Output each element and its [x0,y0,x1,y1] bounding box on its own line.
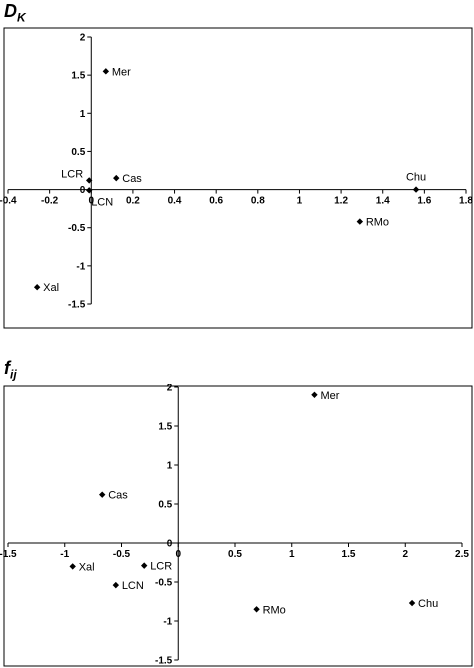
data-point-chu [408,599,416,607]
x-tick-label: 1.5 [342,549,356,560]
y-tick-label: 1.5 [158,422,172,433]
y-tick-label: 0.5 [71,147,85,158]
data-label-cas: Cas [122,173,142,185]
x-tick-label: -1.5 [0,549,17,560]
y-tick-label: 1 [80,109,86,120]
x-tick-label: 0.8 [251,196,265,207]
plot-frame [3,385,473,667]
y-tick-label: -0.5 [155,578,173,589]
x-tick-label: 0.2 [126,196,140,207]
data-point-rmo [356,218,364,225]
x-tick-label: 1 [297,196,303,207]
y-tick-label: 2 [80,33,86,44]
data-label-mer: Mer [112,66,131,78]
y-tick-label: -1 [76,261,85,272]
data-point-lcn [112,581,120,589]
data-label-cas: Cas [108,490,128,502]
x-tick-label: 2.5 [455,549,469,560]
x-tick-label: 1.6 [417,196,431,207]
x-tick-label: 0 [88,196,94,207]
x-tick-label: 1.2 [334,196,348,207]
data-label-chu: Chu [418,598,438,610]
x-tick-label: 0.5 [228,549,242,560]
y-tick-label: 0 [167,539,173,550]
data-label-lcn: LCN [91,196,113,208]
data-label-lcr: LCR [150,561,172,573]
data-label-lcr: LCR [61,168,83,180]
data-label-mer: Mer [320,390,339,402]
chart-title-main: f [4,358,10,378]
data-label-rmo: RMo [366,217,389,229]
y-tick-label: 0 [80,185,86,196]
data-point-chu [412,186,420,193]
data-label-chu: Chu [406,172,426,184]
data-label-xal: Xal [43,282,59,294]
chart-title-subscript: K [17,10,26,25]
data-point-xal [69,563,76,570]
x-tick-label: 2 [402,549,408,560]
data-label-lcn: LCN [122,580,144,592]
y-tick-label: 0.5 [158,500,172,511]
x-tick-label: 0.6 [209,196,223,207]
data-point-rmo [253,606,260,613]
y-tick-label: 1 [167,461,173,472]
plot-frame [3,27,473,329]
x-tick-label: 1.4 [376,196,390,207]
chart-title-dk: DK [4,2,26,24]
x-tick-label: -0.5 [113,549,131,560]
data-point-cas [99,491,106,498]
data-point-xal [33,284,41,291]
y-tick-label: -1 [163,617,172,628]
x-tick-label: 0 [175,549,181,560]
data-label-rmo: RMo [263,604,286,616]
data-point-lcn [85,187,93,194]
x-tick-label: -1 [60,549,69,560]
y-tick-label: -0.5 [68,223,86,234]
y-tick-label: -1.5 [68,300,86,311]
x-tick-label: 1.8 [459,196,473,207]
y-tick-label: 2 [167,384,173,394]
x-tick-label: -0.2 [41,196,59,207]
y-tick-label: -1.5 [155,656,173,667]
chart-title-main: D [4,1,17,21]
data-point-mer [311,391,318,398]
x-tick-label: -0.4 [0,196,17,207]
chart-title-subscript: ij [10,367,17,382]
scatter-chart-dk: -0.4 -0.2 0 0.2 0.4 0.6 0.8 1 1.2 1.4 1.6 1.8 -1.5 -1… [0,27,473,329]
scatter-chart-fij: -1.5 -1 -0.5 0 0.5 1 1.5 2 2.5 -1.5 -1 -0.5 0 0.5 1 1.5… [0,384,473,667]
data-point-cas [113,174,120,182]
x-tick-label: 1 [289,549,295,560]
y-tick-label: 1.5 [71,71,85,82]
x-tick-label: 0.4 [168,196,182,207]
data-label-xal: Xal [79,561,95,573]
data-point-lcr [141,562,148,569]
data-point-lcr [85,177,93,184]
data-point-mer [102,68,110,75]
chart-title-fij: fij [4,359,17,381]
